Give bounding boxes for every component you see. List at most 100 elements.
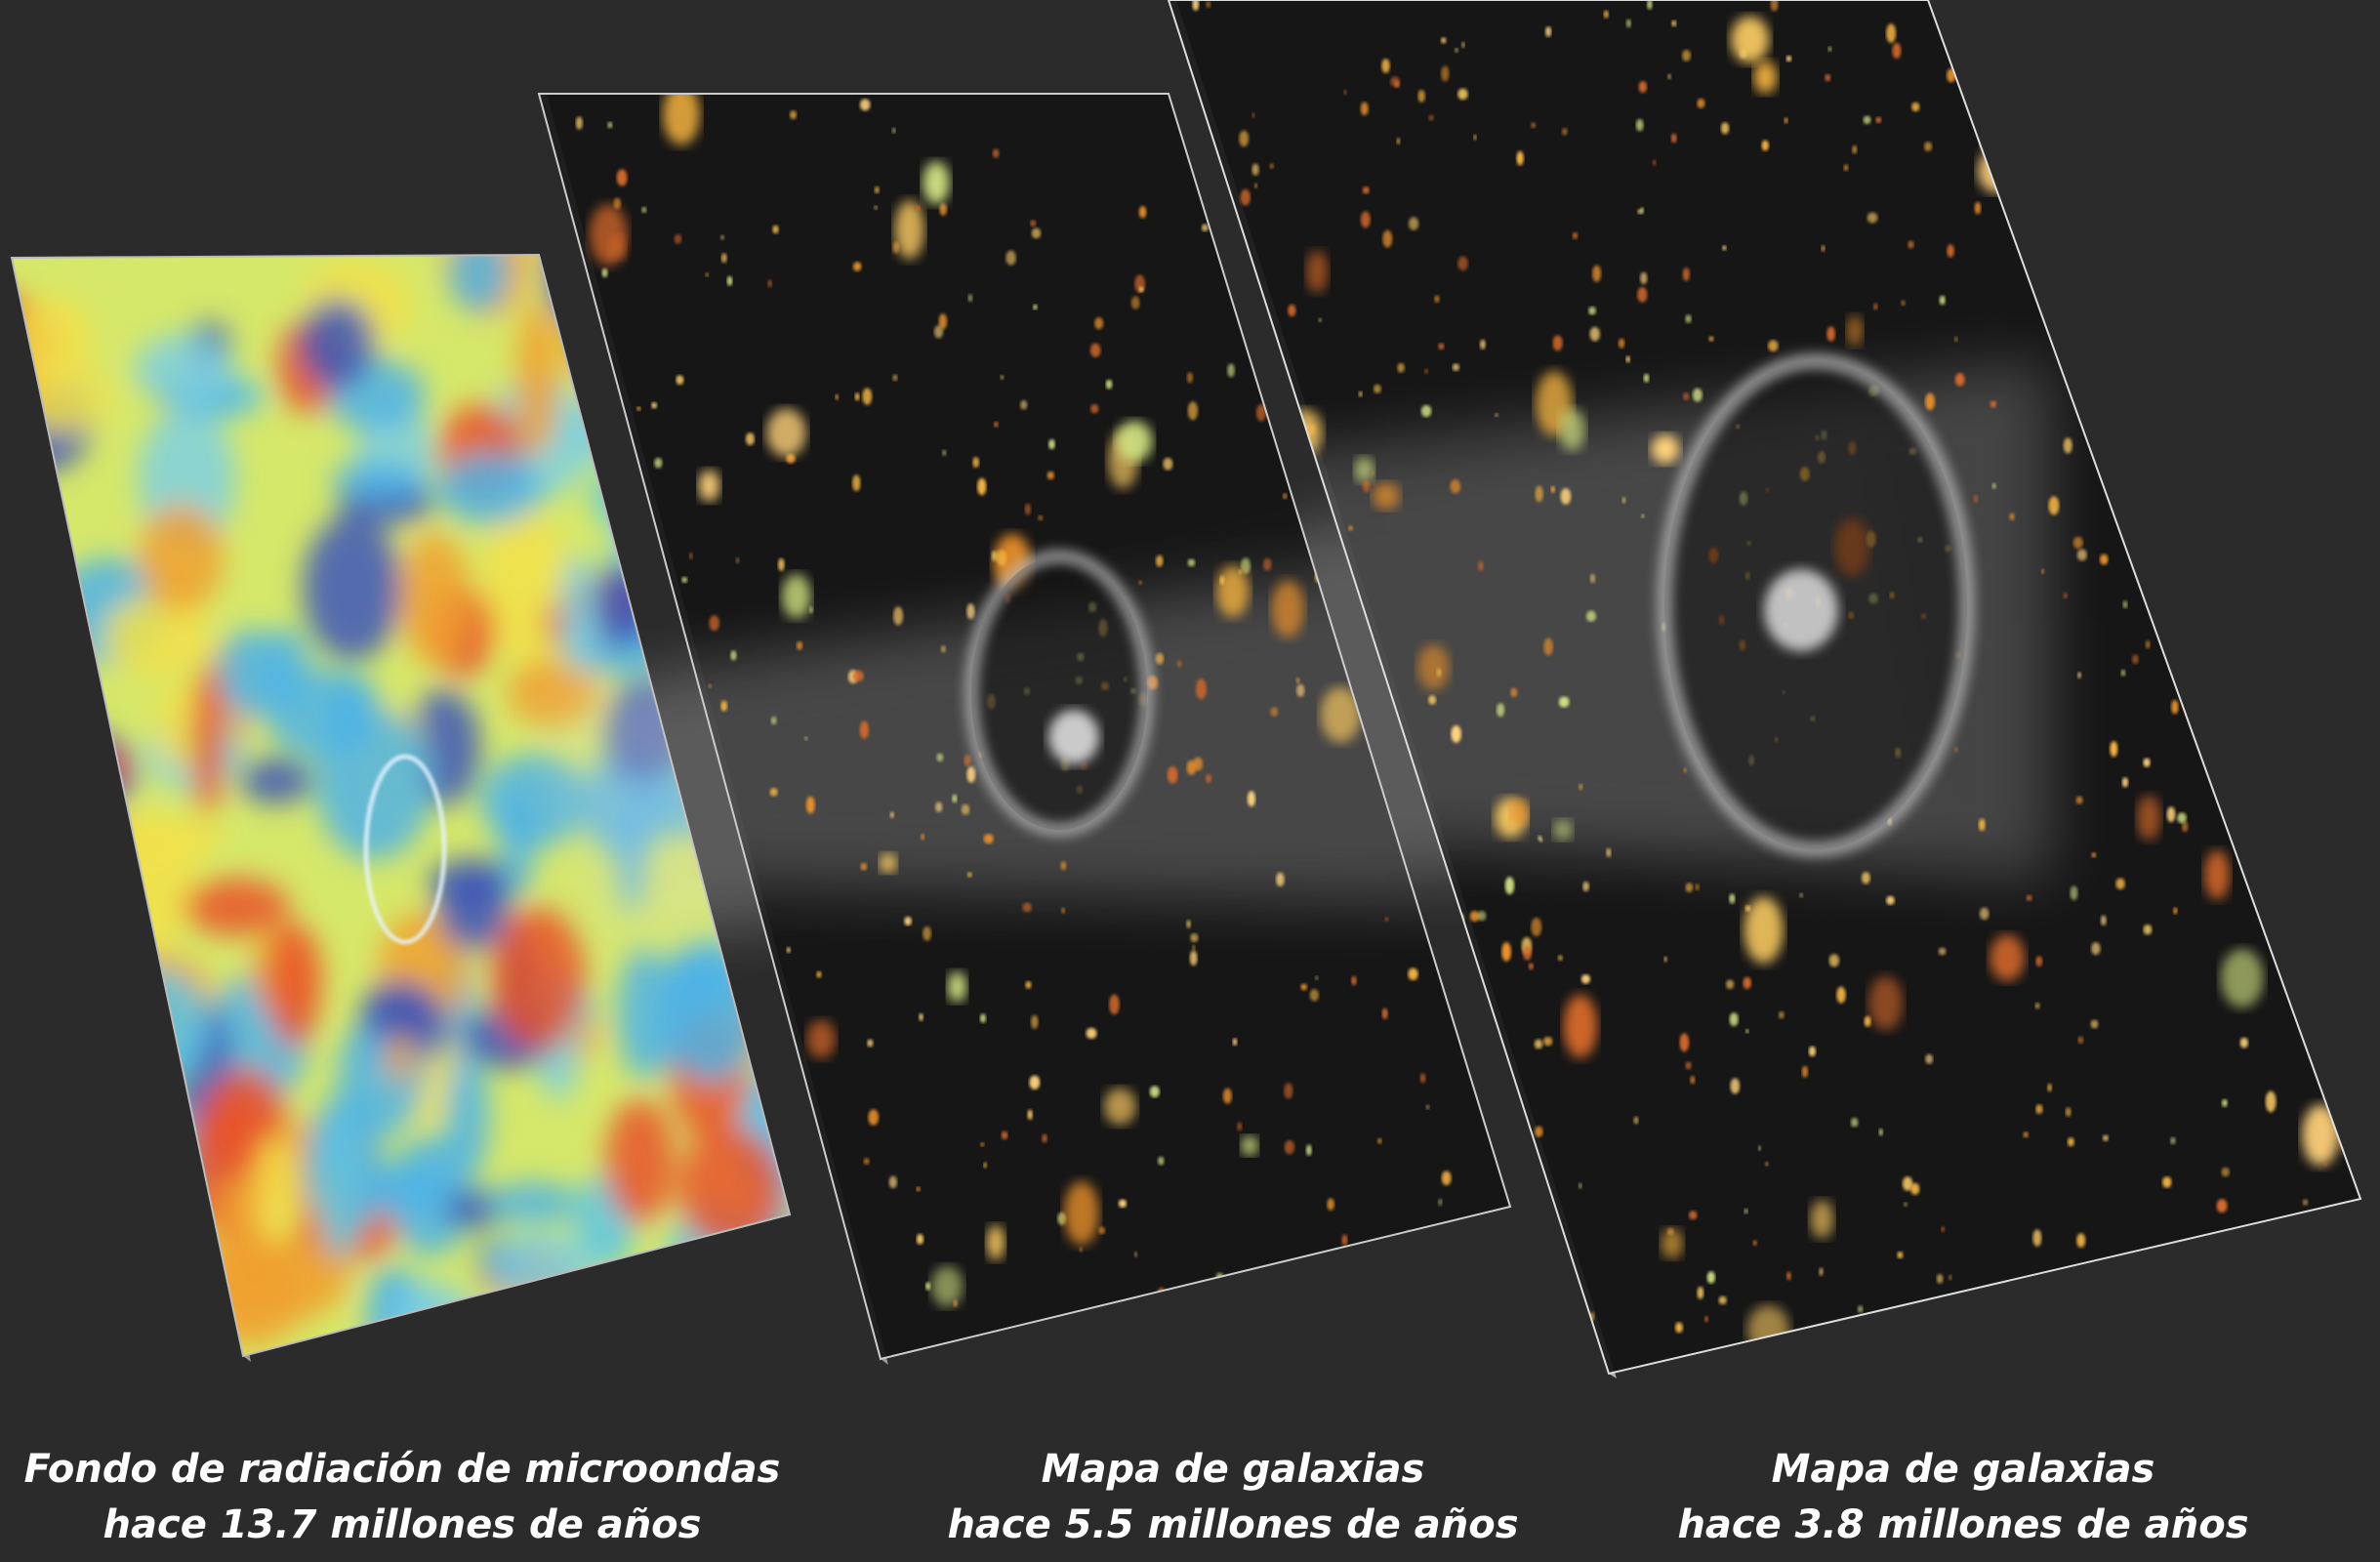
texture [1558, 408, 1585, 451]
texture [1381, 1007, 1388, 1019]
texture [689, 553, 693, 559]
texture [1647, 0, 1653, 10]
texture [1001, 1130, 1008, 1140]
texture [1462, 1023, 1471, 1035]
texture [1589, 573, 1596, 584]
texture [1697, 1286, 1704, 1299]
texture [1252, 112, 1255, 118]
texture [2076, 376, 2098, 398]
texture [1589, 326, 1600, 342]
texture [1089, 343, 1101, 357]
texture [1846, 314, 1864, 347]
texture [2042, 253, 2047, 259]
texture [12, 1280, 55, 1321]
texture [851, 474, 861, 492]
texture [2077, 672, 2082, 679]
texture [994, 421, 999, 428]
texture [1031, 227, 1042, 239]
texture [1695, 884, 1700, 891]
texture [770, 716, 777, 725]
texture [1606, 847, 1612, 858]
texture [1667, 73, 1672, 80]
texture [1295, 677, 1300, 684]
texture [515, 300, 559, 456]
texture [1744, 905, 1751, 912]
texture [12, 754, 38, 799]
texture [1434, 911, 1442, 922]
texture [1722, 245, 1727, 251]
texture [1083, 1328, 1088, 1336]
texture [986, 1224, 1005, 1260]
texture [502, 792, 534, 898]
texture [734, 1295, 767, 1356]
texture [2076, 549, 2087, 561]
texture [742, 1219, 790, 1280]
texture [1092, 1308, 1103, 1322]
texture [790, 110, 797, 120]
texture [1683, 767, 1687, 773]
texture [2173, 907, 2178, 915]
texture [1697, 98, 1705, 108]
texture [634, 1331, 637, 1336]
texture [1020, 399, 1028, 410]
texture [1253, 183, 1258, 188]
texture [2328, 128, 2332, 135]
texture [2284, 723, 2302, 747]
texture [1899, 1324, 1909, 1339]
texture [1027, 1109, 1033, 1121]
texture [2269, 835, 2274, 841]
texture [1633, 1116, 1639, 1125]
texture [1193, 757, 1204, 771]
texture [868, 1109, 880, 1126]
texture [1479, 339, 1486, 349]
texture [2216, 1199, 2228, 1213]
texture [1460, 1236, 1468, 1250]
texture [1560, 488, 1572, 505]
texture [767, 279, 772, 288]
texture [852, 670, 864, 682]
texture [966, 765, 976, 783]
texture [977, 477, 987, 496]
texture [1461, 41, 1465, 49]
texture [1118, 1199, 1128, 1209]
texture [806, 1311, 811, 1317]
texture [2140, 206, 2146, 218]
texture [1205, 773, 1212, 784]
texture [781, 1045, 789, 1058]
texture [1744, 1209, 1748, 1214]
texture [1825, 73, 1831, 82]
texture [1729, 1012, 1739, 1027]
texture [12, 1266, 67, 1356]
texture [1752, 1240, 1757, 1246]
texture [1784, 117, 1788, 124]
texture [1936, 1273, 1944, 1284]
texture [2337, 861, 2349, 874]
texture [1768, 340, 1779, 352]
texture [359, 1161, 454, 1216]
texture [2158, 1316, 2170, 1332]
texture [1271, 390, 1276, 396]
texture [1878, 1128, 1883, 1136]
texture [805, 796, 815, 814]
texture [1457, 88, 1468, 101]
texture [2145, 27, 2154, 46]
texture [806, 1019, 836, 1059]
texture [1553, 819, 1573, 841]
texture [1458, 1347, 1466, 1362]
texture [2108, 55, 2116, 63]
texture [1545, 26, 1552, 37]
texture [1864, 1015, 1871, 1027]
texture [1682, 391, 1690, 401]
texture [399, 531, 471, 666]
texture [1679, 1033, 1690, 1052]
texture [1504, 877, 1515, 895]
texture [1094, 316, 1104, 330]
texture [2266, 804, 2285, 843]
texture [1284, 1083, 1293, 1099]
texture [2296, 61, 2300, 65]
texture [2321, 948, 2332, 964]
texture [655, 625, 666, 637]
texture [1954, 747, 1958, 753]
texture [560, 411, 617, 464]
texture [888, 1175, 897, 1189]
